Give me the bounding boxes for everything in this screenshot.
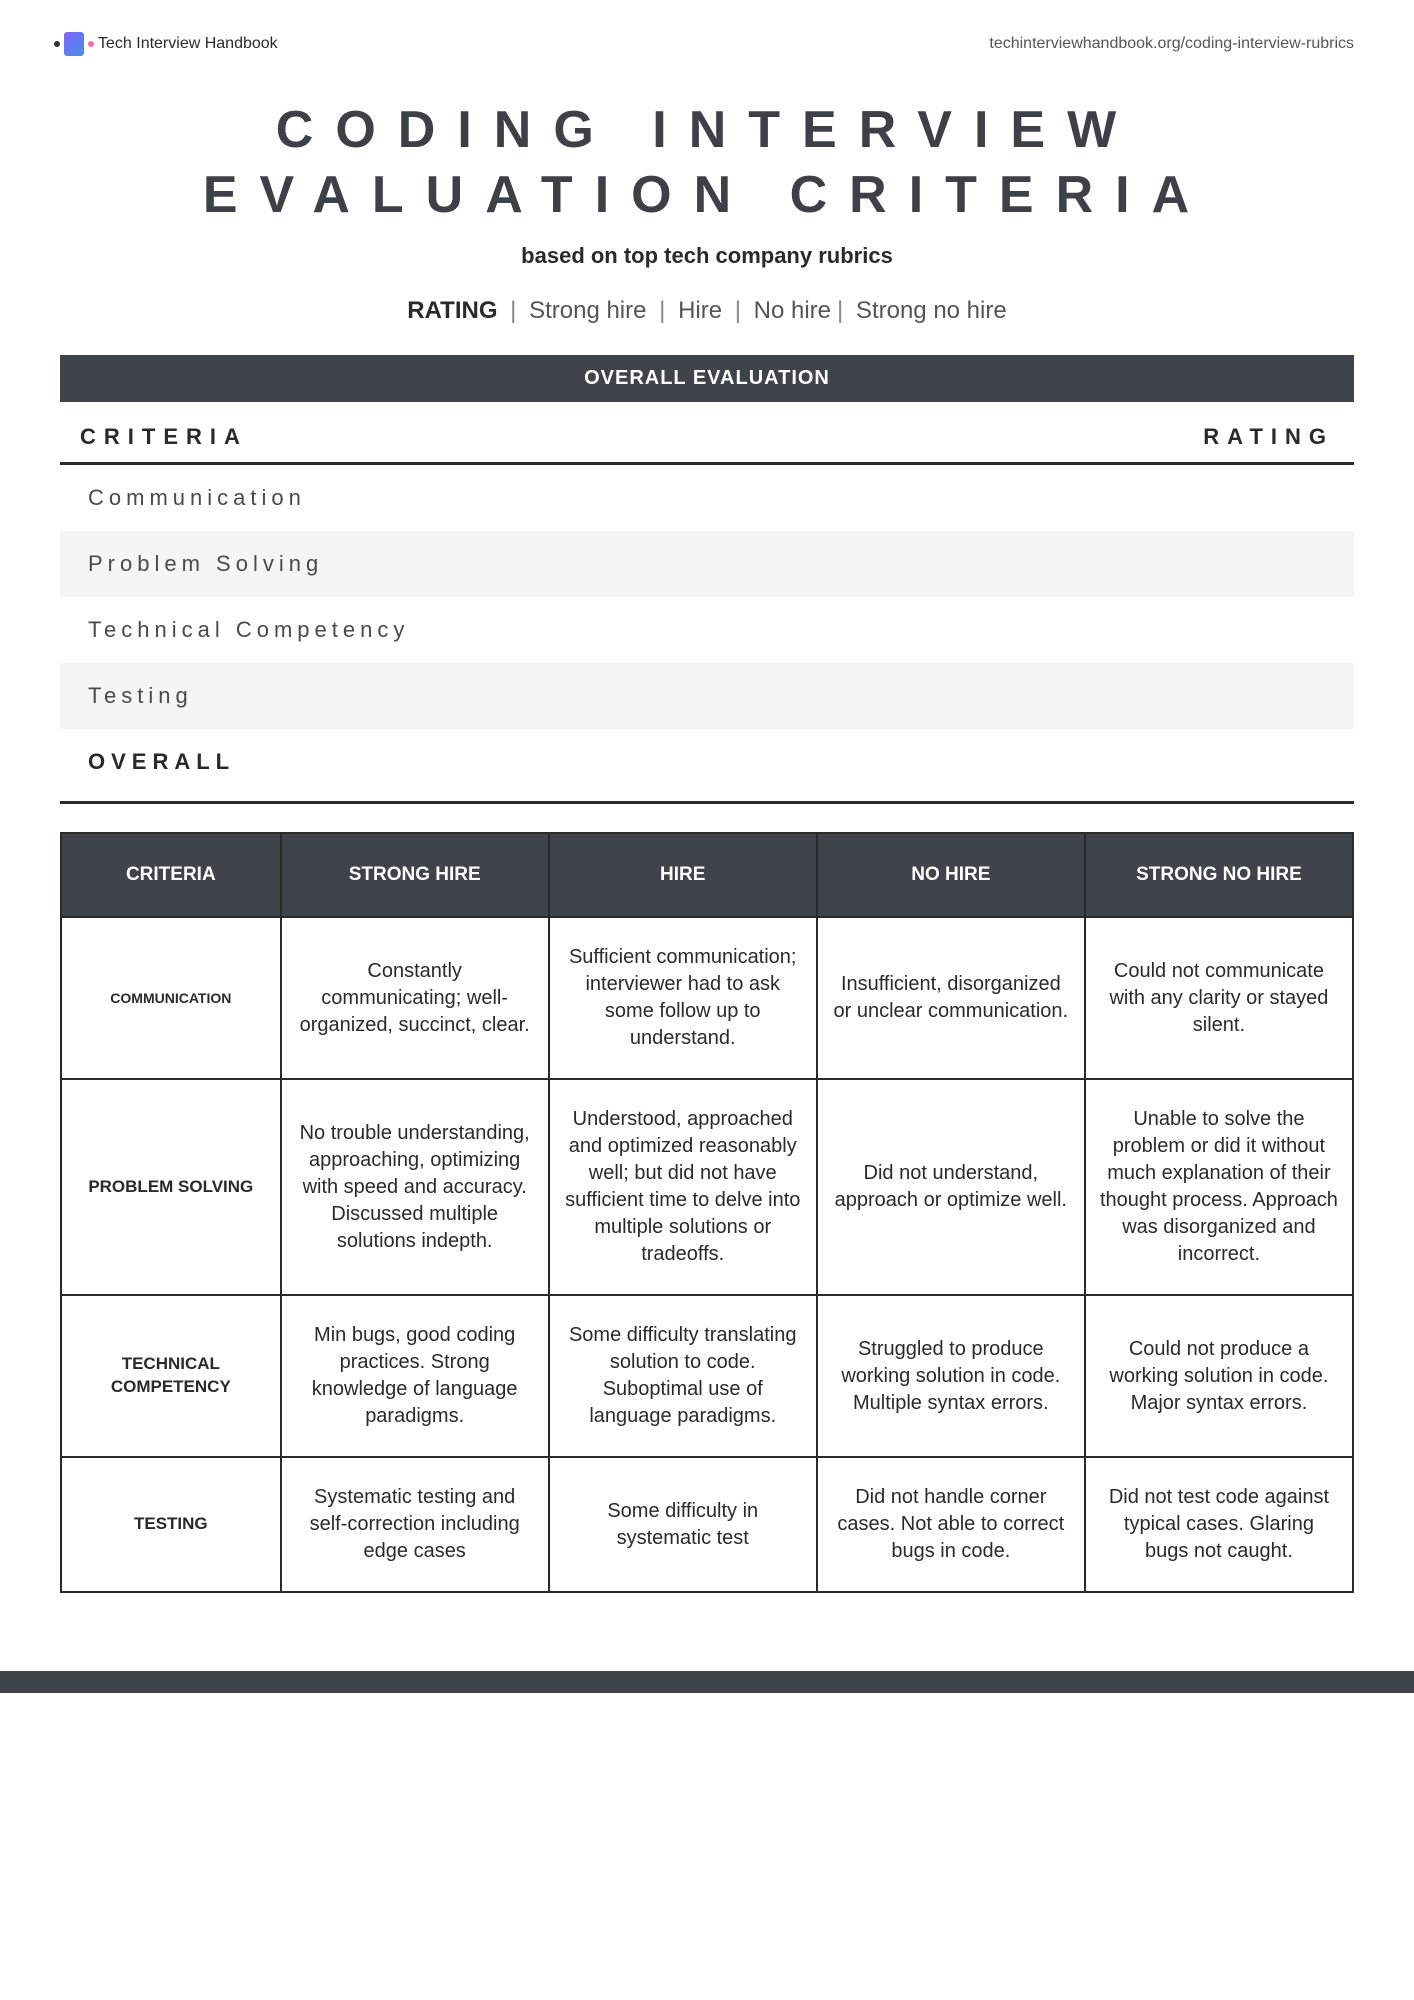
rating-level: Strong hire xyxy=(529,297,646,324)
rubric-col-header: STRONG NO HIRE xyxy=(1085,833,1353,917)
rubric-row: TECHNICAL COMPETENCY Min bugs, good codi… xyxy=(61,1295,1353,1457)
rubric-col-header: STRONG HIRE xyxy=(281,833,549,917)
rating-level: No hire xyxy=(754,297,831,324)
page-title: CODING INTERVIEW EVALUATION CRITERIA xyxy=(60,98,1354,228)
rubric-cell: Could not produce a working solution in … xyxy=(1085,1295,1353,1457)
criteria-overall-row: OVERALL xyxy=(60,729,1354,795)
rubric-cell: Did not handle corner cases. Not able to… xyxy=(817,1457,1085,1592)
rating-level: Hire xyxy=(678,297,722,324)
criteria-table-header: CRITERIA RATING xyxy=(60,416,1354,465)
criteria-list: Communication Problem Solving Technical … xyxy=(60,465,1354,795)
brand-text: Tech Interview Handbook xyxy=(98,35,278,53)
rubric-table: CRITERIA STRONG HIRE HIRE NO HIRE STRONG… xyxy=(60,832,1354,1593)
rubric-header-row: CRITERIA STRONG HIRE HIRE NO HIRE STRONG… xyxy=(61,833,1353,917)
separator: | xyxy=(659,297,665,324)
rubric-row-label: TECHNICAL COMPETENCY xyxy=(61,1295,281,1457)
rubric-row: PROBLEM SOLVING No trouble understanding… xyxy=(61,1079,1353,1295)
criteria-row: Testing xyxy=(60,663,1354,729)
rubric-cell: Could not communicate with any clarity o… xyxy=(1085,917,1353,1079)
criteria-row: Technical Competency xyxy=(60,597,1354,663)
rubric-cell: No trouble understanding, approaching, o… xyxy=(281,1079,549,1295)
source-url: techinterviewhandbook.org/coding-intervi… xyxy=(989,35,1354,53)
separator: | xyxy=(837,297,843,324)
criteria-row: Communication xyxy=(60,465,1354,531)
rubric-cell: Some difficulty in systematic test xyxy=(549,1457,817,1592)
page-subtitle: based on top tech company rubrics xyxy=(60,243,1354,269)
horizontal-divider xyxy=(60,801,1354,804)
footer-bar xyxy=(0,1671,1414,1693)
top-bar: Tech Interview Handbook techinterviewhan… xyxy=(60,30,1354,58)
criteria-header-right: RATING xyxy=(1203,424,1334,450)
brand: Tech Interview Handbook xyxy=(60,30,278,58)
rubric-row-label: TESTING xyxy=(61,1457,281,1592)
rating-label: RATING xyxy=(407,297,497,324)
rubric-cell: Constantly communicating; well-organized… xyxy=(281,917,549,1079)
rubric-cell: Unable to solve the problem or did it wi… xyxy=(1085,1079,1353,1295)
rubric-row-label: PROBLEM SOLVING xyxy=(61,1079,281,1295)
rubric-cell: Some difficulty translating solution to … xyxy=(549,1295,817,1457)
rubric-cell: Did not test code against typical cases.… xyxy=(1085,1457,1353,1592)
rubric-cell: Struggled to produce working solution in… xyxy=(817,1295,1085,1457)
rubric-cell: Insufficient, disorganized or unclear co… xyxy=(817,917,1085,1079)
rubric-cell: Min bugs, good coding practices. Strong … xyxy=(281,1295,549,1457)
criteria-row: Problem Solving xyxy=(60,531,1354,597)
rubric-row: COMMUNICATION Constantly communicating; … xyxy=(61,917,1353,1079)
rubric-cell: Understood, approached and optimized rea… xyxy=(549,1079,817,1295)
logo-icon xyxy=(60,30,88,58)
separator: | xyxy=(735,297,741,324)
rating-legend: RATING | Strong hire | Hire | No hire| S… xyxy=(60,297,1354,325)
title-line-1: CODING INTERVIEW xyxy=(276,101,1138,159)
criteria-header-left: CRITERIA xyxy=(80,424,248,450)
rubric-cell: Systematic testing and self-correction i… xyxy=(281,1457,549,1592)
overall-evaluation-banner: OVERALL EVALUATION xyxy=(60,355,1354,402)
rating-level: Strong no hire xyxy=(856,297,1007,324)
title-line-2: EVALUATION CRITERIA xyxy=(203,166,1211,224)
rubric-cell: Sufficient communication; interviewer ha… xyxy=(549,917,817,1079)
rubric-cell: Did not understand, approach or optimize… xyxy=(817,1079,1085,1295)
rubric-col-header: CRITERIA xyxy=(61,833,281,917)
rubric-col-header: HIRE xyxy=(549,833,817,917)
rubric-row-label: COMMUNICATION xyxy=(61,917,281,1079)
rubric-col-header: NO HIRE xyxy=(817,833,1085,917)
separator: | xyxy=(510,297,516,324)
rubric-row: TESTING Systematic testing and self-corr… xyxy=(61,1457,1353,1592)
